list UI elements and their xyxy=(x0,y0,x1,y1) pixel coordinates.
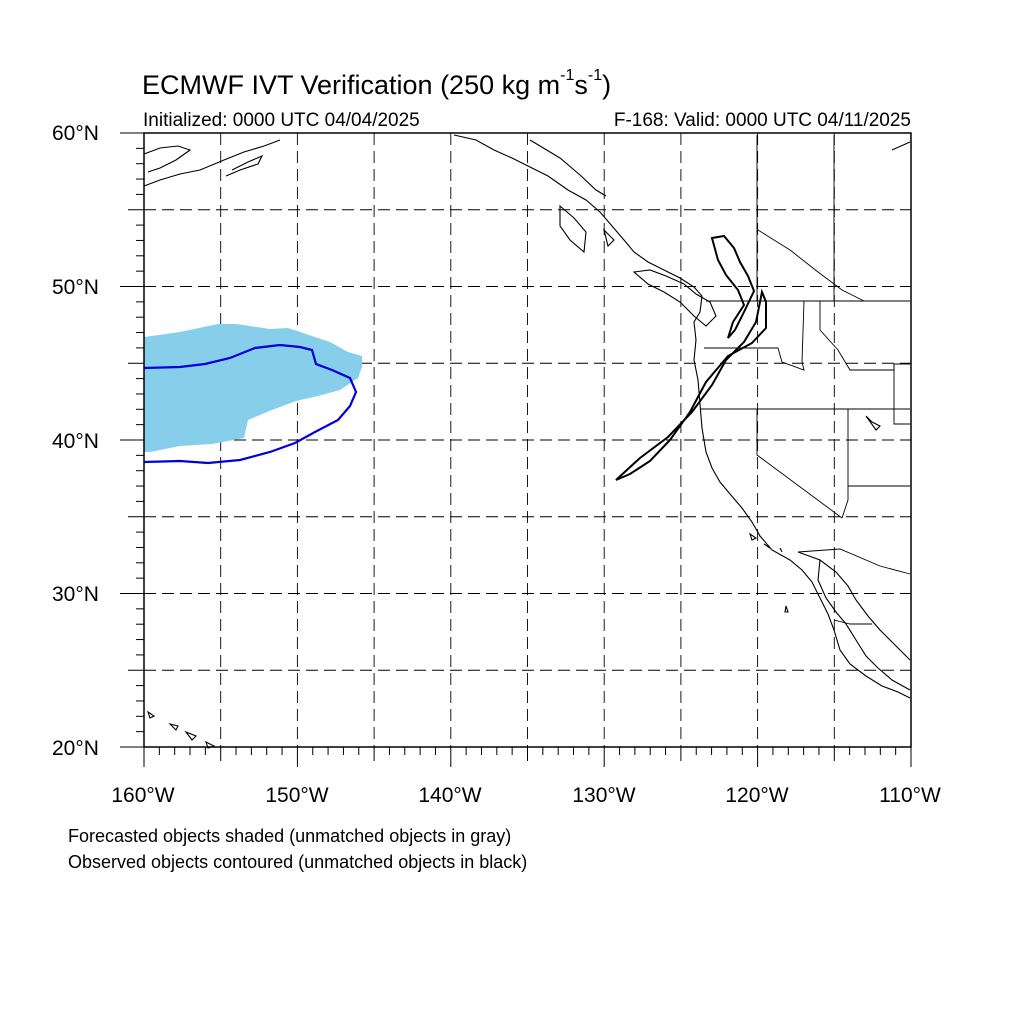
note-forecast: Forecasted objects shaded (unmatched obj… xyxy=(68,826,512,846)
initialized-label: Initialized: 0000 UTC 04/04/2025 xyxy=(143,110,420,131)
coastlines xyxy=(143,134,911,749)
lon-label-160w: 160°W xyxy=(111,784,175,807)
observed-object-matched xyxy=(143,343,358,465)
state-borders xyxy=(700,135,911,625)
lat-label-60n: 60°N xyxy=(52,122,99,145)
lat-label-20n: 20°N xyxy=(52,737,99,760)
lon-label-140w: 140°W xyxy=(418,784,482,807)
map-title: ECMWF IVT Verification (250 kg m-1s-1) xyxy=(142,67,612,101)
lat-label-30n: 30°N xyxy=(52,583,99,606)
axis-ticks xyxy=(120,132,912,767)
forecast-object xyxy=(144,324,362,452)
grid-lines xyxy=(144,133,911,747)
lat-label-40n: 40°N xyxy=(52,430,99,453)
title-suffix: ) xyxy=(602,70,612,100)
lon-label-110w: 110°W xyxy=(879,784,941,807)
title-exponent-1: -1 xyxy=(560,67,575,84)
lon-label-130w: 130°W xyxy=(572,784,636,807)
lon-label-120w: 120°W xyxy=(725,784,789,807)
observed-object-unmatched xyxy=(615,234,767,481)
title-prefix: ECMWF IVT Verification (250 kg m xyxy=(142,70,561,100)
map-frame xyxy=(143,132,912,748)
valid-label: F-168: Valid: 0000 UTC 04/11/2025 xyxy=(613,110,911,131)
title-exponent-2: -1 xyxy=(587,67,603,84)
lat-label-50n: 50°N xyxy=(52,276,99,299)
note-observed: Observed objects contoured (unmatched ob… xyxy=(68,852,528,872)
lon-label-150w: 150°W xyxy=(265,784,329,807)
title-mid: s xyxy=(574,70,588,100)
